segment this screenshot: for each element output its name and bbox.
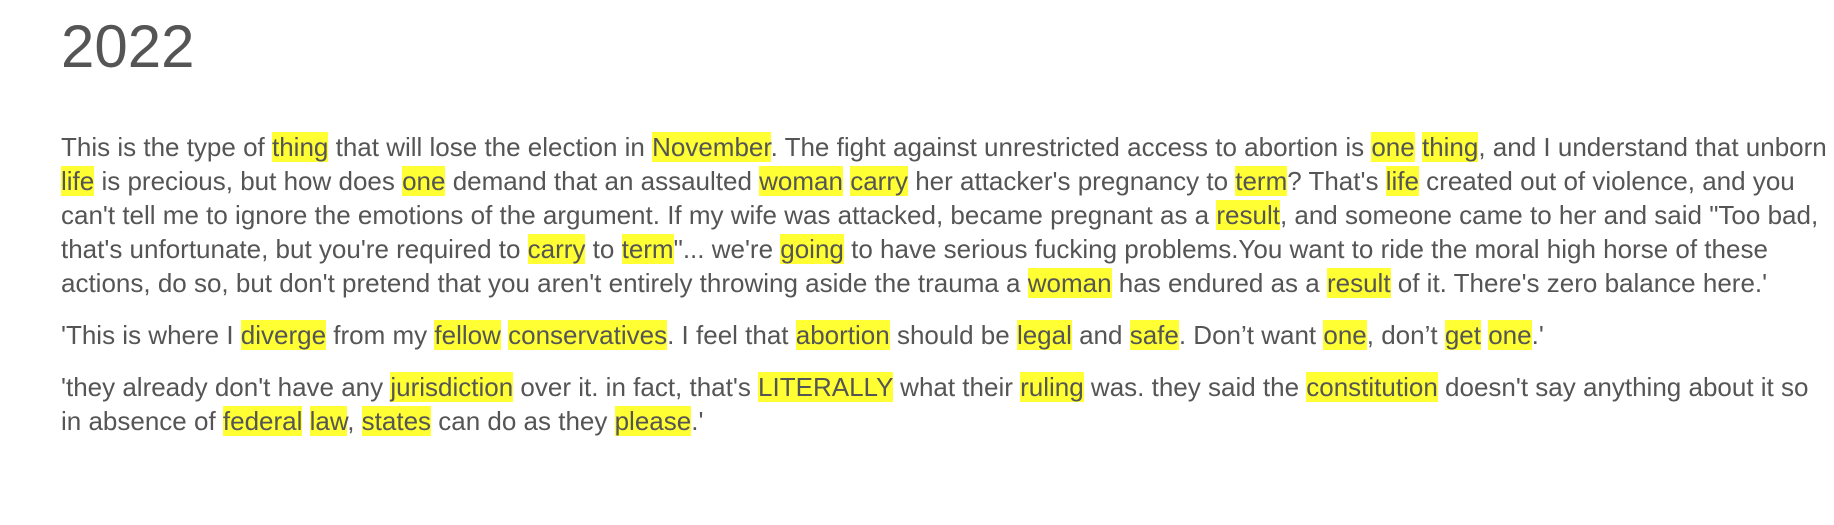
highlighted-keyword: term bbox=[621, 234, 674, 264]
text-run: . I feel that bbox=[667, 320, 796, 350]
text-run: .' bbox=[691, 406, 704, 436]
text-run bbox=[302, 406, 309, 436]
highlighted-keyword: term bbox=[1235, 166, 1288, 196]
highlighted-keyword: get bbox=[1444, 320, 1481, 350]
highlighted-keyword: abortion bbox=[795, 320, 890, 350]
highlighted-keyword: woman bbox=[1027, 268, 1112, 298]
highlighted-keyword: federal bbox=[222, 406, 303, 436]
text-run: .' bbox=[1531, 320, 1544, 350]
highlighted-keyword: carry bbox=[527, 234, 586, 264]
text-run: is precious, but how does bbox=[94, 166, 403, 196]
text-run: to bbox=[585, 234, 622, 264]
text-run: , bbox=[347, 406, 362, 436]
highlighted-keyword: going bbox=[780, 234, 844, 264]
highlighted-keyword: legal bbox=[1016, 320, 1072, 350]
highlighted-keyword: constitution bbox=[1306, 372, 1438, 402]
text-run: doesn't say anything about it so in abse… bbox=[61, 372, 1809, 436]
text-run bbox=[1415, 132, 1422, 162]
highlighted-keyword: fellow bbox=[434, 320, 501, 350]
text-run: that will lose the election in bbox=[328, 132, 653, 162]
text-run: her attacker's pregnancy to bbox=[908, 166, 1236, 196]
highlighted-keyword: thing bbox=[271, 132, 329, 162]
highlighted-keyword: life bbox=[61, 166, 95, 196]
text-run: what their bbox=[892, 372, 1021, 402]
highlighted-keyword: one bbox=[402, 166, 446, 196]
text-run: , and someone came to her and said "Too … bbox=[61, 200, 1819, 264]
text-run: of it. There's zero balance here.' bbox=[1390, 268, 1768, 298]
highlighted-keyword: November bbox=[652, 132, 771, 162]
comment-paragraph: 'they already don't have any jurisdictio… bbox=[61, 370, 1831, 438]
highlighted-keyword: please bbox=[614, 406, 692, 436]
text-run: created out of violence, and you can't t… bbox=[61, 166, 1795, 230]
text-run: 'they already don't have any bbox=[61, 372, 391, 402]
text-run: . Don’t want bbox=[1178, 320, 1324, 350]
text-run: from my bbox=[326, 320, 435, 350]
highlighted-keyword: states bbox=[361, 406, 432, 436]
highlighted-keyword: result bbox=[1216, 200, 1280, 230]
text-run: ? That's bbox=[1287, 166, 1386, 196]
text-run: should be bbox=[889, 320, 1017, 350]
highlighted-keyword: LITERALLY bbox=[758, 372, 893, 402]
comment-paragraph: 'This is where I diverge from my fellow … bbox=[61, 318, 1831, 352]
comment-list: This is the type of thing that will lose… bbox=[61, 130, 1834, 438]
text-run: can do as they bbox=[431, 406, 615, 436]
comment-paragraph: This is the type of thing that will lose… bbox=[61, 130, 1831, 300]
text-run: and bbox=[1071, 320, 1130, 350]
year-heading: 2022 bbox=[61, 13, 195, 80]
text-run: has endured as a bbox=[1111, 268, 1327, 298]
text-run: , don’t bbox=[1366, 320, 1445, 350]
highlighted-keyword: ruling bbox=[1020, 372, 1084, 402]
highlighted-keyword: thing bbox=[1421, 132, 1479, 162]
text-run: . The fight against unrestricted access … bbox=[770, 132, 1372, 162]
highlighted-keyword: carry bbox=[850, 166, 908, 196]
highlighted-keyword: conservatives bbox=[508, 320, 668, 350]
highlighted-keyword: woman bbox=[759, 166, 843, 196]
highlighted-keyword: result bbox=[1326, 268, 1391, 298]
text-run: "... we're bbox=[673, 234, 781, 264]
text-run: This is the type of bbox=[61, 132, 272, 162]
text-run: demand that an assaulted bbox=[445, 166, 760, 196]
highlighted-keyword: one bbox=[1488, 320, 1532, 350]
highlighted-keyword: jurisdiction bbox=[390, 372, 514, 402]
highlighted-keyword: one bbox=[1371, 132, 1415, 162]
text-run: to have serious fucking problems.You wan… bbox=[61, 234, 1768, 298]
text-run: 'This is where I bbox=[61, 320, 241, 350]
highlighted-keyword: life bbox=[1385, 166, 1419, 196]
text-run: was. they said the bbox=[1083, 372, 1307, 402]
text-run: , and I understand that unborn bbox=[1478, 132, 1827, 162]
highlighted-keyword: diverge bbox=[240, 320, 327, 350]
highlighted-keyword: safe bbox=[1129, 320, 1179, 350]
highlighted-keyword: one bbox=[1323, 320, 1367, 350]
text-run: over it. in fact, that's bbox=[513, 372, 759, 402]
highlighted-keyword: law bbox=[309, 406, 348, 436]
